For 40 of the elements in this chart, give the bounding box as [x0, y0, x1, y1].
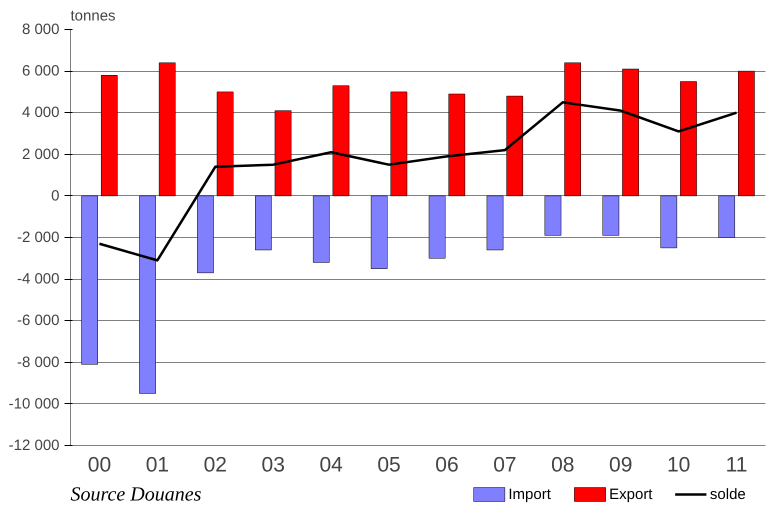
source-note: Source Douanes — [70, 484, 202, 506]
bar — [660, 196, 678, 248]
y-tick-label: -2 000 — [16, 229, 60, 246]
y-tick-label: -8 000 — [16, 354, 60, 371]
bar — [312, 196, 330, 263]
y-tick-label: -12 000 — [8, 437, 60, 454]
x-tick-label: 06 — [435, 454, 459, 476]
y-axis-title: tonnes — [70, 8, 116, 24]
x-tick-label: 01 — [146, 454, 170, 476]
x-tick-label: 00 — [88, 454, 112, 476]
y-tick-label: 4 000 — [22, 104, 60, 122]
bar — [602, 196, 620, 236]
bar — [428, 196, 446, 259]
x-tick-label: 11 — [726, 454, 748, 476]
y-tick-label: 2 000 — [22, 146, 60, 163]
y-tick-label: 0 — [51, 187, 60, 204]
legend-label: solde — [710, 486, 746, 503]
legend-label: Export — [609, 486, 654, 503]
y-tick-label: -4 000 — [16, 270, 60, 288]
x-tick-label: 08 — [551, 454, 574, 476]
bar — [718, 196, 736, 238]
x-tick-label: 02 — [204, 454, 227, 476]
bar — [544, 196, 562, 236]
bar — [255, 196, 272, 250]
x-tick-label: 09 — [609, 454, 632, 476]
bar — [274, 110, 292, 196]
x-tick-label: 07 — [493, 454, 517, 476]
bar — [486, 196, 504, 250]
y-tick-label: 8 000 — [22, 21, 60, 38]
x-tick-label: 04 — [319, 454, 344, 476]
bar — [370, 196, 388, 269]
y-tick-label: -6 000 — [16, 312, 60, 330]
bar — [158, 62, 176, 196]
y-tick-label: -10 000 — [8, 395, 60, 412]
x-tick-label: 10 — [666, 454, 690, 476]
bar — [100, 75, 118, 196]
legend-label: Import — [508, 486, 552, 503]
y-tick-label: 6 000 — [22, 62, 60, 80]
x-tick-label: 05 — [377, 454, 401, 476]
x-tick-label: 03 — [262, 454, 285, 476]
